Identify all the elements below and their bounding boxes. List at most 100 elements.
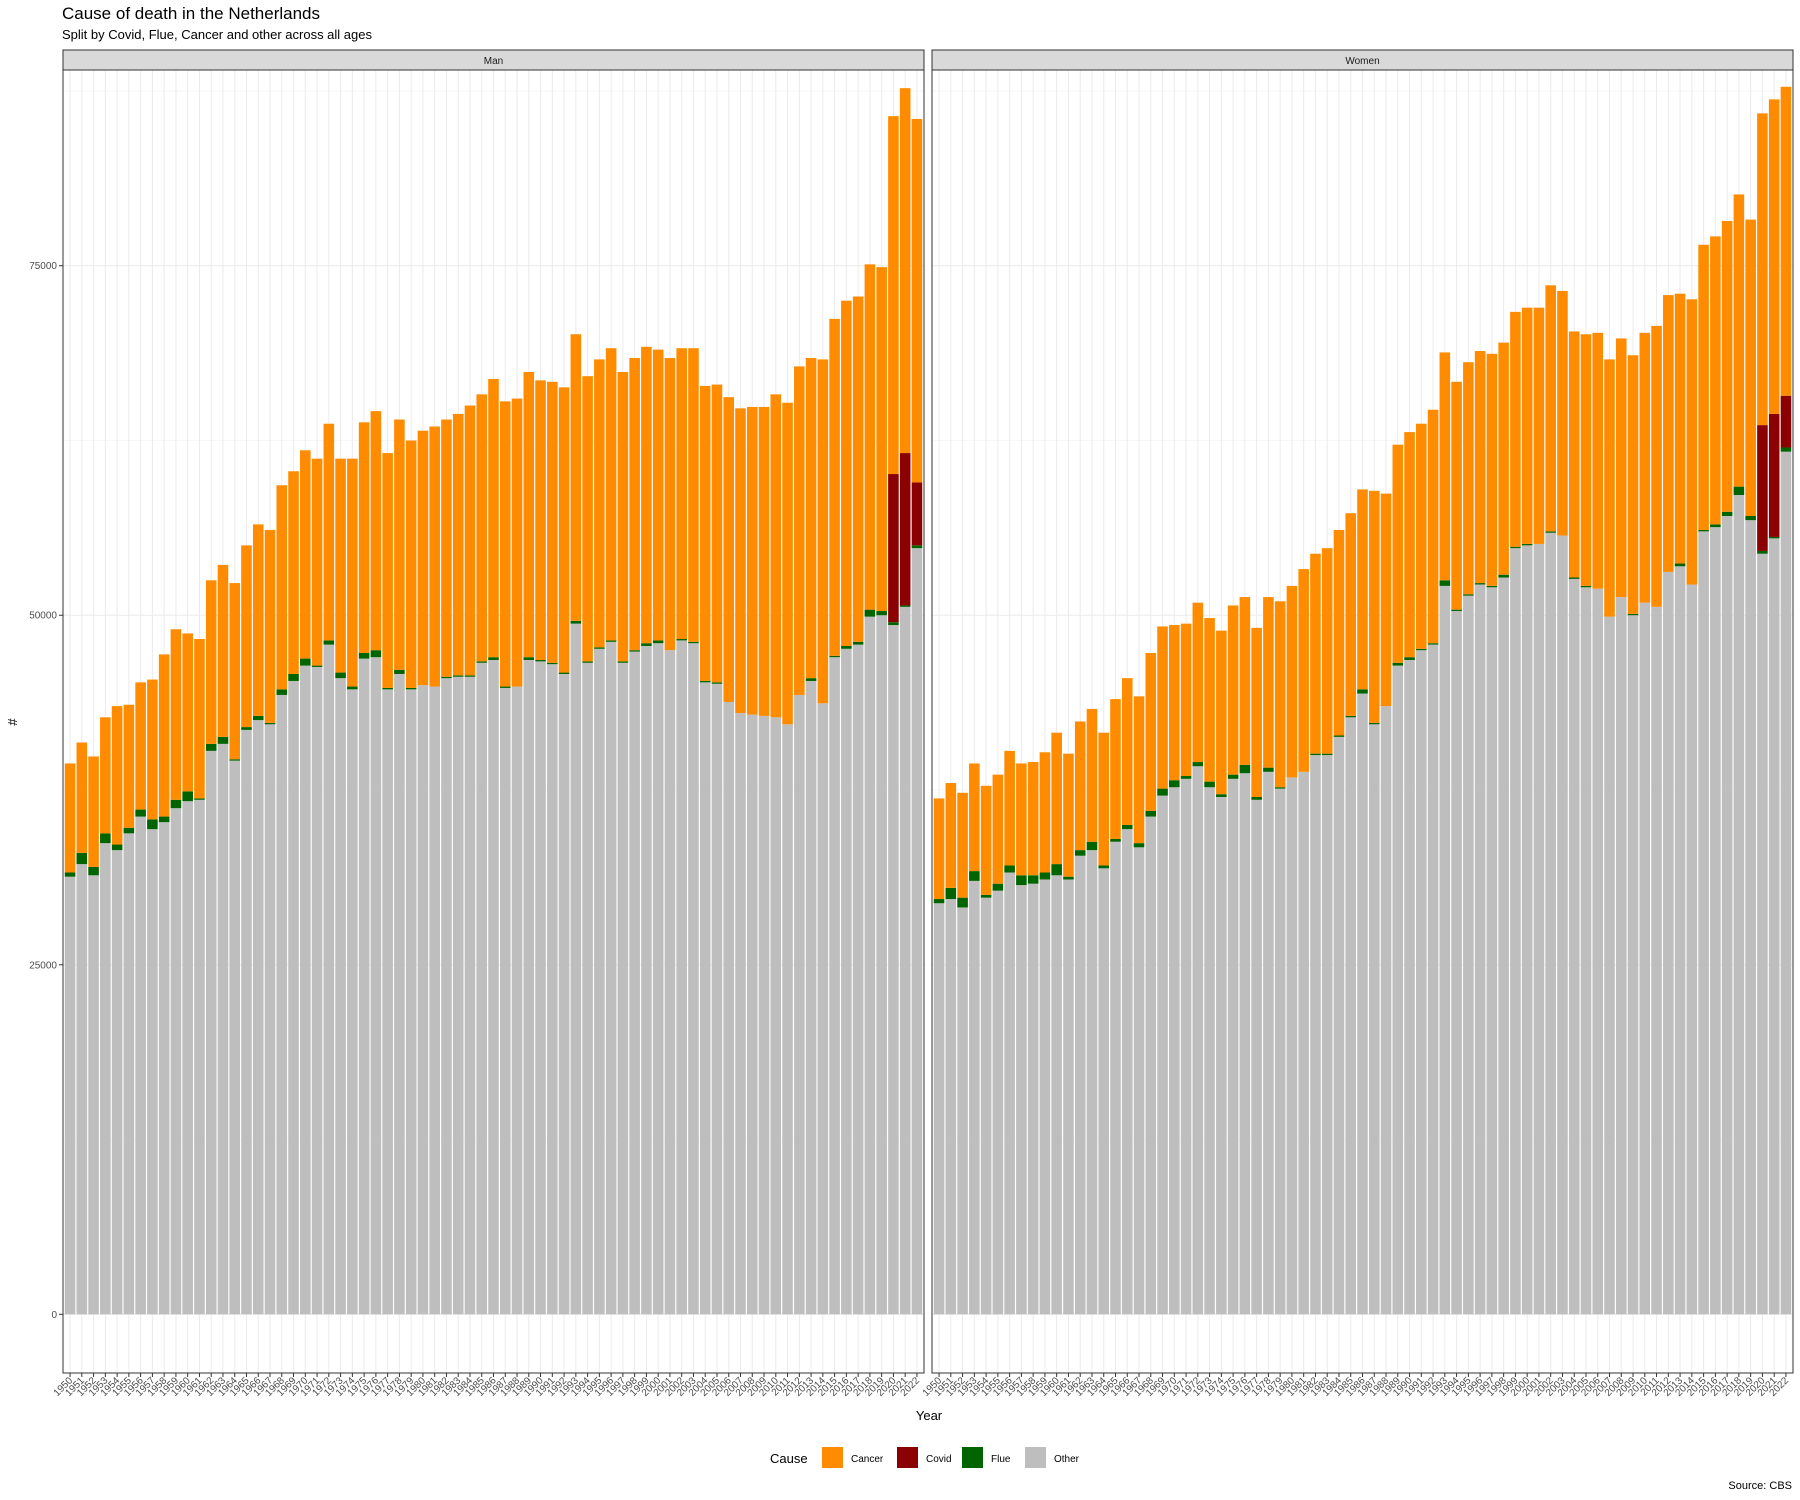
bar-cancer-1965 [241, 545, 252, 728]
bar-cancer-1971 [311, 458, 323, 666]
bar-other-1985 [1345, 717, 1357, 1315]
bar-cancer-1989 [523, 371, 535, 658]
bar-other-1958 [1027, 883, 1039, 1315]
bar-other-2013 [1674, 566, 1686, 1315]
bar-cancer-1958 [158, 654, 170, 817]
legend: Cause Cancer Covid Flue Other [770, 1447, 1080, 1468]
x-axis-title: Year [916, 1408, 943, 1423]
bar-other-1964 [1098, 868, 1110, 1315]
bar-other-2012 [1663, 571, 1674, 1315]
bar-cancer-1950 [64, 763, 76, 873]
bar-other-1998 [1498, 577, 1509, 1315]
legend-label-flue: Flue [991, 1454, 1011, 1465]
bar-other-1978 [394, 673, 405, 1315]
bar-cancer-1972 [1192, 602, 1204, 763]
legend-key-other [1025, 1447, 1046, 1468]
bar-other-1999 [641, 646, 652, 1315]
bar-cancer-2002 [676, 348, 687, 640]
bar-flue-1997 [1486, 585, 1498, 588]
bar-flue-1974 [347, 686, 358, 690]
bar-cancer-1978 [1263, 597, 1274, 768]
bar-flue-1950 [933, 899, 945, 904]
bar-cancer-2022 [911, 118, 923, 483]
bar-other-1959 [170, 808, 182, 1315]
bar-cancer-2018 [1733, 194, 1745, 487]
bar-other-1987 [1368, 724, 1380, 1315]
bar-cancer-2011 [1651, 325, 1662, 607]
bar-other-2000 [1521, 545, 1533, 1315]
bar-covid-2022 [1780, 395, 1792, 448]
bar-other-1971 [311, 666, 323, 1315]
bar-flue-1961 [1063, 876, 1074, 880]
bar-flue-1983 [452, 675, 464, 677]
bar-cancer-1962 [1074, 721, 1086, 851]
bar-flue-1974 [1216, 794, 1227, 797]
bar-other-1992 [558, 673, 570, 1315]
bar-flue-2018 [1733, 486, 1745, 496]
bar-other-1984 [1333, 736, 1345, 1315]
bar-flue-2002 [1545, 531, 1556, 533]
bar-cancer-1969 [288, 471, 299, 674]
bar-flue-1985 [476, 661, 488, 663]
bar-cancer-1991 [547, 381, 558, 663]
bar-cancer-2013 [805, 358, 817, 679]
bar-other-1976 [370, 657, 382, 1315]
bar-other-1967 [1133, 847, 1145, 1315]
bar-other-2007 [1604, 616, 1615, 1315]
bar-cancer-2019 [876, 267, 887, 612]
bar-other-1966 [1121, 829, 1133, 1315]
bar-cancer-1951 [76, 742, 88, 853]
bar-other-2003 [688, 643, 699, 1315]
bar-other-1987 [499, 687, 511, 1315]
y-axis-title: # [5, 718, 20, 726]
bar-other-1951 [945, 899, 957, 1315]
bar-flue-1962 [205, 743, 217, 751]
bar-flue-2018 [864, 609, 876, 617]
bar-flue-1987 [499, 686, 511, 688]
bar-flue-2020 [1757, 550, 1768, 554]
bar-covid-2020 [1757, 425, 1768, 551]
bar-flue-2016 [841, 646, 852, 649]
bar-flue-1967 [1133, 843, 1145, 848]
bar-cancer-1955 [992, 774, 1004, 884]
bar-cancer-1984 [464, 405, 476, 676]
bar-other-2019 [876, 615, 887, 1315]
bar-other-1973 [1204, 787, 1215, 1315]
bar-cancer-1998 [629, 358, 640, 651]
bar-flue-1955 [992, 883, 1004, 891]
bar-cancer-1961 [1063, 753, 1074, 877]
bar-cancer-1999 [641, 346, 652, 644]
legend-key-flue [962, 1447, 983, 1468]
bar-other-1957 [1016, 885, 1027, 1315]
bar-cancer-1985 [476, 394, 488, 662]
bar-cancer-1975 [358, 422, 370, 653]
bar-other-2017 [1721, 515, 1733, 1315]
bar-flue-1971 [311, 665, 323, 667]
bar-flue-1963 [1086, 841, 1098, 851]
bar-other-2013 [805, 680, 817, 1315]
bar-other-2018 [864, 616, 876, 1315]
bar-flue-2021 [899, 605, 911, 607]
bar-flue-1970 [1169, 780, 1180, 788]
bar-other-2011 [782, 724, 793, 1315]
bar-flue-2015 [1698, 529, 1709, 532]
bar-flue-1958 [158, 816, 170, 823]
bar-cancer-1951 [945, 783, 957, 888]
legend-label-cancer: Cancer [851, 1454, 884, 1465]
bar-other-1988 [511, 686, 523, 1315]
bar-flue-1970 [300, 658, 311, 666]
bar-cancer-1973 [1204, 618, 1215, 782]
bar-other-1962 [1074, 855, 1086, 1315]
bar-cancer-1991 [1416, 423, 1427, 649]
bar-cancer-1953 [969, 763, 980, 872]
bar-cancer-2009 [1627, 355, 1639, 614]
bar-other-1999 [1510, 548, 1521, 1315]
bar-cancer-1995 [1463, 362, 1474, 595]
bar-flue-1972 [1192, 762, 1204, 767]
bar-cancer-1984 [1333, 529, 1345, 736]
bar-flue-1958 [1027, 875, 1039, 884]
bar-flue-1959 [1039, 872, 1051, 880]
bar-cancer-1981 [429, 426, 440, 687]
bar-other-2005 [711, 683, 723, 1315]
